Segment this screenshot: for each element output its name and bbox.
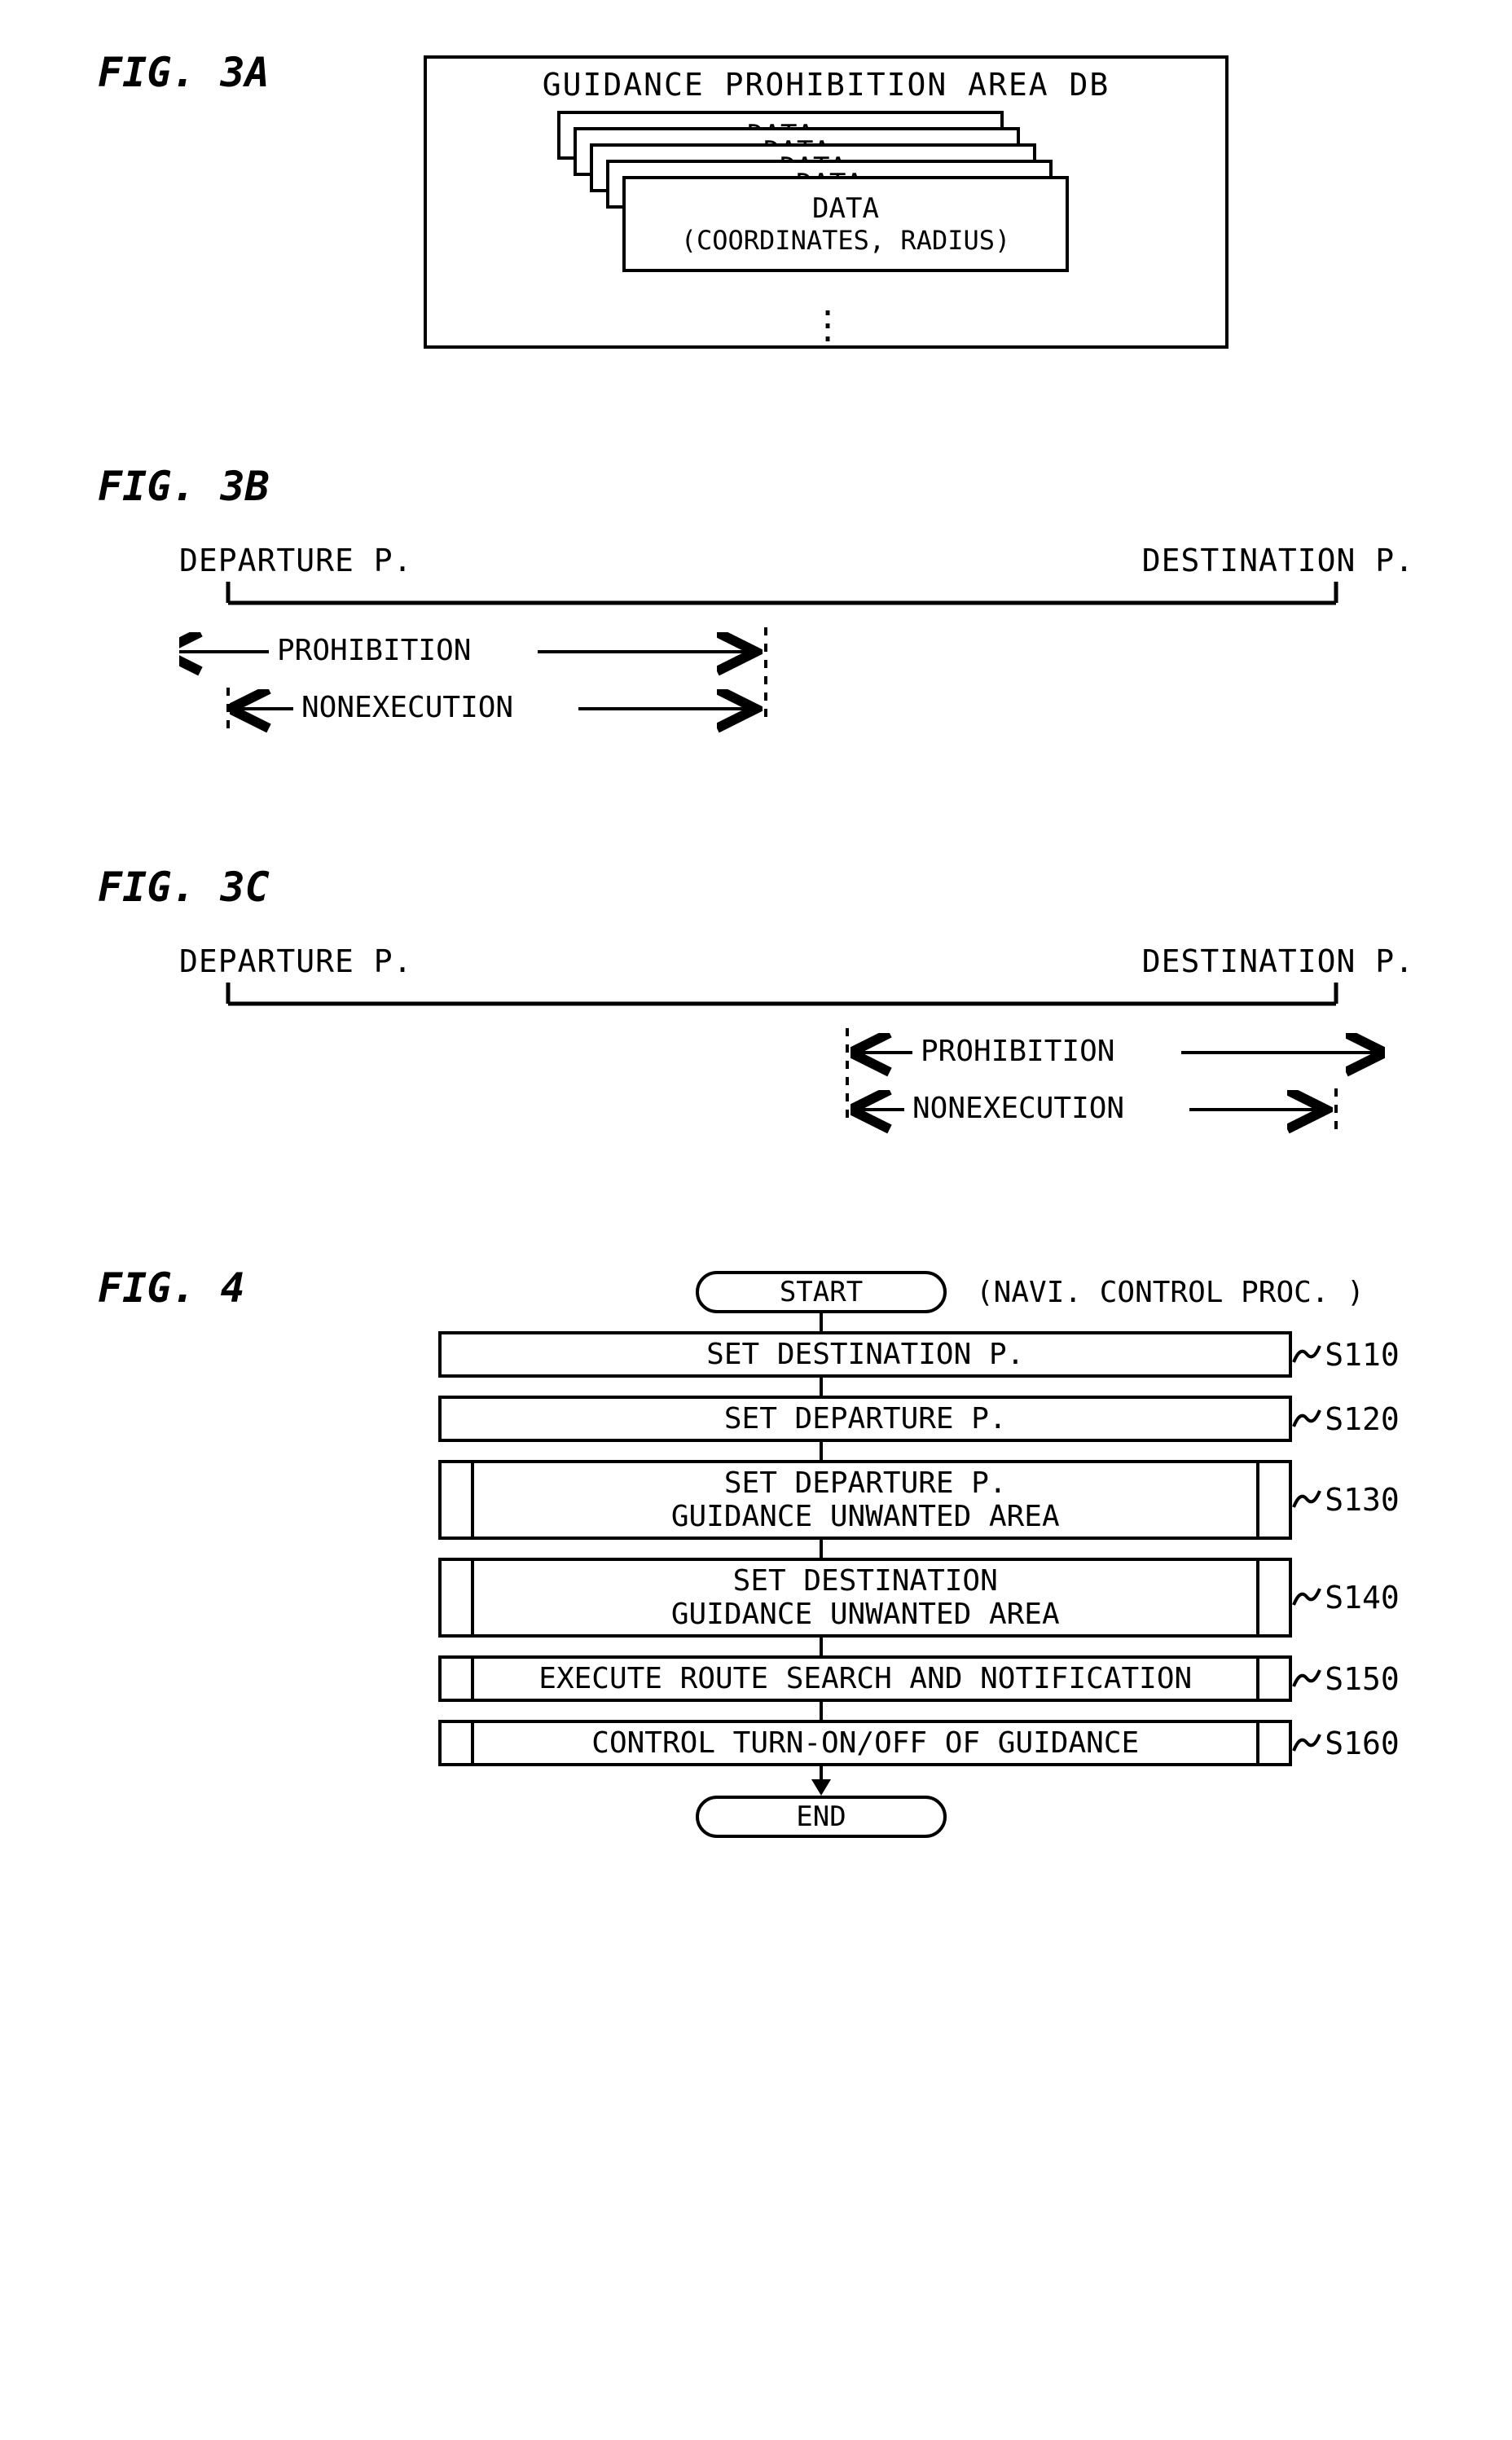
sub-process: EXECUTE ROUTE SEARCH AND NOTIFICATION <box>438 1655 1292 1702</box>
db-box: GUIDANCE PROHIBITION AREA DB DATADATADAT… <box>424 55 1228 349</box>
start-terminator: START(NAVI. CONTROL PROC. ) <box>696 1271 947 1313</box>
fig-4: FIG. 4 START(NAVI. CONTROL PROC. )SET DE… <box>98 1264 1414 1838</box>
db-title: GUIDANCE PROHIBITION AREA DB <box>459 67 1193 103</box>
connector-tilde-icon <box>1292 1584 1321 1611</box>
departure-label: DEPARTURE P. <box>179 543 413 578</box>
destination-label: DESTINATION P. <box>1142 543 1414 578</box>
end-terminator: END <box>696 1796 947 1838</box>
svg-text:NONEXECUTION: NONEXECUTION <box>912 1092 1124 1125</box>
fig-3a: FIG. 3A GUIDANCE PROHIBITION AREA DB DAT… <box>98 49 1414 349</box>
departure-label: DEPARTURE P. <box>179 943 413 979</box>
step-id: S110 <box>1325 1337 1400 1373</box>
process: SET DESTINATION P. <box>438 1331 1292 1378</box>
connector-tilde-icon <box>1292 1405 1321 1433</box>
fig-3b-title: FIG. 3B <box>98 463 1414 510</box>
step-row: SET DEPARTURE P.GUIDANCE UNWANTED AREA S1… <box>438 1460 1400 1540</box>
data-card-front: DATA(COORDINATES, RADIUS) <box>622 176 1069 272</box>
step-id: S130 <box>1325 1482 1400 1518</box>
step-id: S160 <box>1325 1726 1400 1761</box>
fig-3b: FIG. 3B DEPARTURE P. DESTINATION P. PROH… <box>98 463 1414 750</box>
sub-process: SET DEPARTURE P.GUIDANCE UNWANTED AREA <box>438 1460 1292 1540</box>
fig-3c-title: FIG. 3C <box>98 864 1414 911</box>
step-row: SET DESTINATION P. S110 <box>438 1331 1400 1378</box>
svg-text:PROHIBITION: PROHIBITION <box>921 1035 1114 1068</box>
sub-process: SET DESTINATIONGUIDANCE UNWANTED AREA <box>438 1558 1292 1638</box>
arrow-down-icon <box>811 1779 831 1796</box>
destination-label: DESTINATION P. <box>1142 943 1414 979</box>
step-row: SET DEPARTURE P. S120 <box>438 1396 1400 1442</box>
process: SET DEPARTURE P. <box>438 1396 1292 1442</box>
step-row: SET DESTINATIONGUIDANCE UNWANTED AREA S14… <box>438 1558 1400 1638</box>
step-id: S140 <box>1325 1580 1400 1616</box>
fig-3c: FIG. 3C DEPARTURE P. DESTINATION P. PROH… <box>98 864 1414 1150</box>
step-row: CONTROL TURN-ON/OFF OF GUIDANCE S160 <box>438 1720 1400 1766</box>
card-stack: DATADATADATADATADATA(COORDINATES, RADIUS… <box>557 111 1193 306</box>
connector-tilde-icon <box>1292 1665 1321 1693</box>
connector-tilde-icon <box>1292 1730 1321 1757</box>
step-id: S150 <box>1325 1661 1400 1697</box>
connector-tilde-icon <box>1292 1341 1321 1369</box>
navi-note: (NAVI. CONTROL PROC. ) <box>976 1276 1365 1309</box>
timeline-3c: PROHIBITION NONEXECUTION <box>179 979 1385 1150</box>
svg-text:NONEXECUTION: NONEXECUTION <box>301 691 513 724</box>
svg-text:PROHIBITION: PROHIBITION <box>277 634 471 667</box>
step-row: EXECUTE ROUTE SEARCH AND NOTIFICATION S15… <box>438 1655 1400 1702</box>
sub-process: CONTROL TURN-ON/OFF OF GUIDANCE <box>438 1720 1292 1766</box>
connector-tilde-icon <box>1292 1486 1321 1514</box>
flowchart: START(NAVI. CONTROL PROC. ) SET DESTINATI… <box>228 1271 1414 1838</box>
timeline-3b: PROHIBITION NONEXECUTION <box>179 578 1385 750</box>
step-id: S120 <box>1325 1401 1400 1437</box>
